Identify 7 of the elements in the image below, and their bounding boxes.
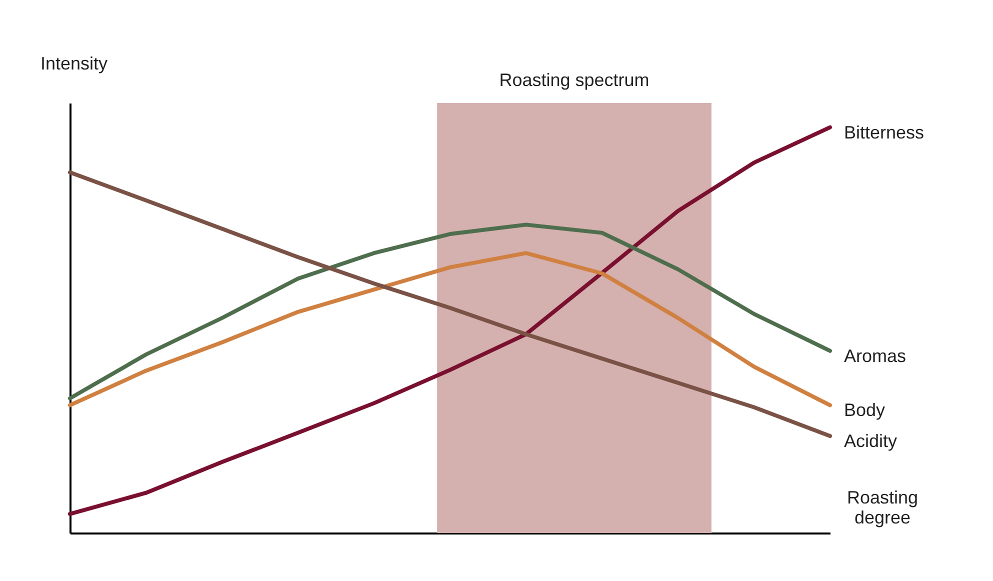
series-label: Bitterness	[844, 122, 924, 142]
text: Roasting spectrum	[499, 70, 650, 90]
series-label: Body	[844, 400, 886, 420]
series-label: Aromas	[844, 346, 906, 366]
x-axis-title: Roasting degree	[846, 488, 918, 528]
y-axis-title: Intensity	[40, 54, 108, 74]
series-label: Acidity	[844, 431, 898, 452]
